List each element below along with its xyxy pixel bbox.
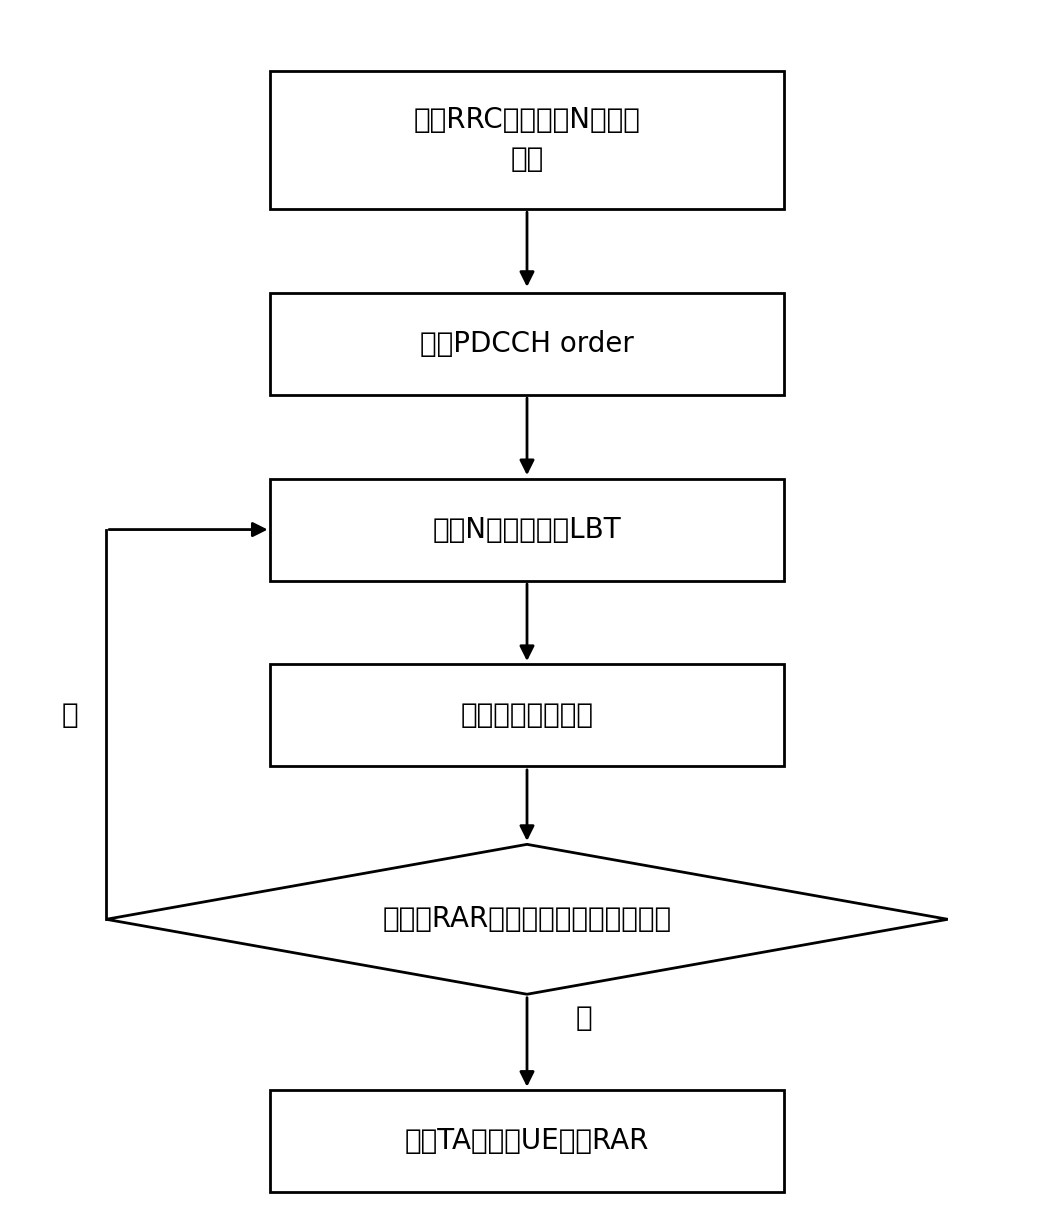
- Polygon shape: [106, 844, 948, 994]
- Text: 否: 否: [62, 702, 79, 729]
- Text: 是否在RAR时间窗内收到前导序列？: 是否在RAR时间窗内收到前导序列？: [383, 906, 671, 934]
- Text: 对这N个载波进行LBT: 对这N个载波进行LBT: [433, 515, 621, 544]
- Text: 估计TA值并向UE发送RAR: 估计TA值并向UE发送RAR: [405, 1128, 649, 1155]
- Text: 通过RRC信令配置N个候选
载波: 通过RRC信令配置N个候选 载波: [413, 107, 641, 173]
- FancyBboxPatch shape: [271, 71, 783, 209]
- Text: 发送物理指示信号: 发送物理指示信号: [461, 702, 593, 729]
- FancyBboxPatch shape: [271, 479, 783, 580]
- FancyBboxPatch shape: [271, 665, 783, 767]
- Text: 发送PDCCH order: 发送PDCCH order: [421, 330, 633, 358]
- FancyBboxPatch shape: [271, 293, 783, 395]
- FancyBboxPatch shape: [271, 1091, 783, 1193]
- Text: 是: 是: [575, 1004, 591, 1032]
